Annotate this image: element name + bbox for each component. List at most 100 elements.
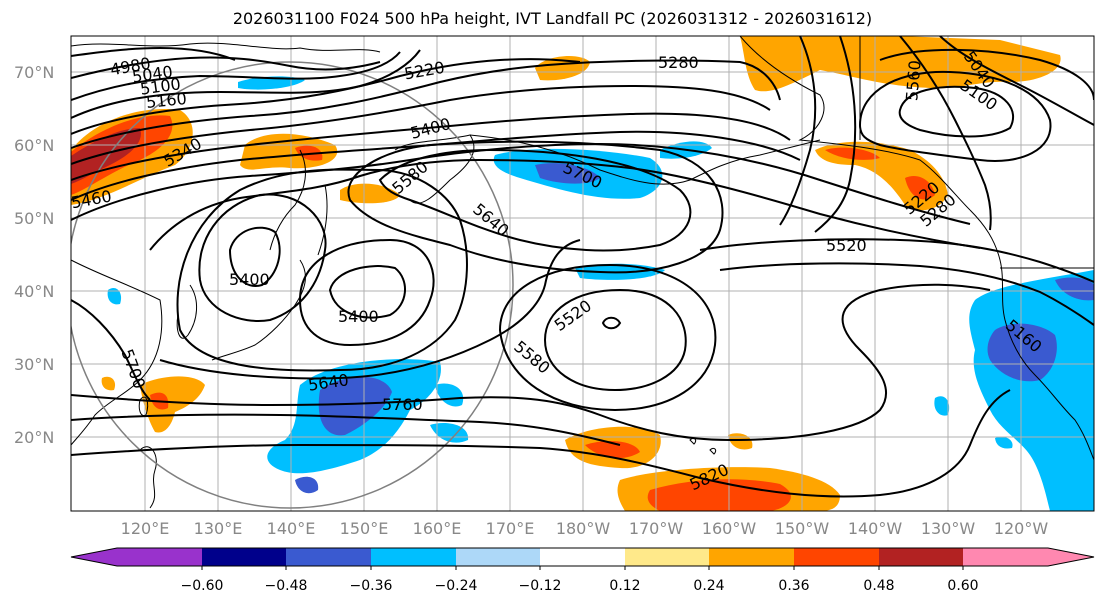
- shade-blue-nacoast: [987, 323, 1057, 382]
- coast-bc: [969, 209, 1006, 321]
- contour-5640-high-pac: [347, 140, 724, 274]
- lon-label-130w: 130°W: [921, 519, 976, 538]
- contour-ak-5280: [939, 36, 1094, 126]
- colorbar-bin-9: [794, 548, 879, 566]
- contour-ak-5220: [899, 36, 992, 231]
- contour-5700-low: [71, 413, 621, 446]
- map-title: 2026031100 F024 500 hPa height, IVT Land…: [232, 9, 873, 28]
- contour-5340: [71, 84, 771, 165]
- lon-label-130e: 130°E: [194, 519, 243, 538]
- lon-label-140e: 140°E: [267, 519, 316, 538]
- lat-label-40n: 40°N: [14, 282, 54, 301]
- lon-label-150w: 150°W: [775, 519, 830, 538]
- coast-japan: [211, 259, 306, 361]
- contour-5040: [71, 56, 381, 79]
- contour-ak-ridge-1: [779, 36, 817, 226]
- colorbar-tick-label-5: −0.12: [519, 578, 562, 594]
- contour-5520-subtrop-low: [543, 288, 687, 392]
- colorbar-bin-2: [202, 548, 286, 566]
- contour-5760: [71, 283, 991, 442]
- colorbar-bin-7: [625, 548, 709, 566]
- contour-5700-high-pac: [378, 148, 692, 252]
- contour-low-jp-inner: [228, 226, 281, 287]
- colorbar-bin-10: [879, 548, 963, 566]
- lon-label-180w: 180°W: [556, 519, 611, 538]
- shade-blue-npac: [535, 163, 600, 184]
- coast-philippines: [139, 446, 157, 509]
- latitude-labels: 70°N 60°N 50°N 40°N 30°N 20°N: [14, 63, 54, 447]
- landfall-circle: [71, 61, 514, 509]
- lat-label-70n: 70°N: [14, 63, 54, 82]
- lat-label-50n: 50°N: [14, 209, 54, 228]
- lon-label-170e: 170°E: [486, 519, 535, 538]
- coast-siberia: [71, 42, 381, 53]
- shade-orange-okhotsk2: [340, 183, 400, 204]
- contour-label-5400-b: 5400: [229, 270, 270, 289]
- colorbar-bin-5: [456, 548, 540, 566]
- contour-5580-north: [149, 158, 981, 251]
- contour-5640-south: [159, 239, 581, 380]
- contour-5100: [71, 51, 401, 101]
- contour-label-5400-c: 5400: [338, 307, 379, 326]
- coast-korea: [176, 284, 197, 339]
- shade-blue-nacoast2: [1055, 277, 1094, 301]
- colorbar-tick-label-6: 0.12: [609, 578, 640, 594]
- coast-sakhalin: [317, 184, 328, 256]
- contour-5400-upper: [71, 112, 791, 181]
- contour-5820: [71, 389, 1011, 498]
- contour-label-5560: 5560: [902, 59, 924, 101]
- contour-5520-north: [71, 142, 971, 225]
- coast-alaska: [739, 36, 971, 211]
- colorbar-tick-label-8: 0.36: [778, 578, 809, 594]
- shade-lightblue-nacoast3: [995, 436, 1013, 449]
- colorbar-tick-label-9: 0.48: [863, 578, 894, 594]
- contour-label-5520-a: 5520: [826, 236, 867, 255]
- coastlines: [71, 36, 1094, 509]
- contour-ak-ridge-2: [814, 36, 857, 233]
- shade-blue-sea-japan: [107, 287, 122, 305]
- shade-darkred-nw: [71, 128, 141, 184]
- contour-4980: [71, 46, 236, 61]
- colorbar-bin-1: [117, 548, 202, 566]
- colorbar-bin-8: [709, 548, 794, 566]
- shade-blue-wpac: [318, 376, 392, 436]
- colorbar-tick-label-2: −0.48: [265, 578, 308, 594]
- shade-red-gulfak: [905, 175, 935, 200]
- coast-china: [71, 259, 163, 446]
- shade-orange-ryukyu: [101, 376, 116, 391]
- colorbar-extend-left: [71, 548, 117, 566]
- contour-ak-low-5160: [879, 48, 1094, 101]
- colorbar-bin-6: [540, 548, 625, 566]
- contour-5220: [71, 58, 581, 135]
- contour-5280: [71, 59, 781, 149]
- colorbar: −0.60 −0.48 −0.36 −0.24 −0.12 0.12 0.24 …: [70, 547, 1095, 594]
- shade-red-hawaii2: [647, 479, 791, 511]
- lat-label-60n: 60°N: [14, 136, 54, 155]
- shade-red-gulfak2: [825, 147, 880, 160]
- shade-orange-taiwan: [140, 376, 205, 433]
- colorbar-tick-label-4: −0.24: [435, 578, 478, 594]
- lon-label-140w: 140°W: [848, 519, 903, 538]
- map-frame: [70, 35, 1095, 512]
- shade-blue-siberia: [238, 76, 305, 90]
- colorbar-extend-right: [1048, 548, 1094, 566]
- contour-low-central-inner: [328, 265, 407, 319]
- contour-5580-east: [719, 262, 1094, 326]
- contour-ak-low-5100: [858, 70, 1052, 162]
- coast-taiwan: [138, 396, 149, 417]
- contour-tiny-low: [601, 316, 622, 330]
- lat-label-20n: 20°N: [14, 428, 54, 447]
- lon-label-170w: 170°W: [629, 519, 684, 538]
- contour-5160: [71, 49, 421, 119]
- shade-lightblue-wpac2: [435, 383, 464, 407]
- shade-lightblue-nacoast2: [934, 396, 950, 416]
- colorbar-bin-11: [963, 548, 1048, 566]
- coast-kamchatka: [394, 134, 475, 204]
- lon-label-160w: 160°W: [702, 519, 757, 538]
- contour-label-5160: 5160: [145, 89, 187, 112]
- shade-blue-wpac2: [295, 476, 319, 494]
- lat-label-30n: 30°N: [14, 355, 54, 374]
- colorbar-tick-label-1: −0.60: [181, 578, 224, 594]
- contour-label-5280: 5280: [658, 53, 699, 72]
- coast-uswest: [1004, 319, 1094, 461]
